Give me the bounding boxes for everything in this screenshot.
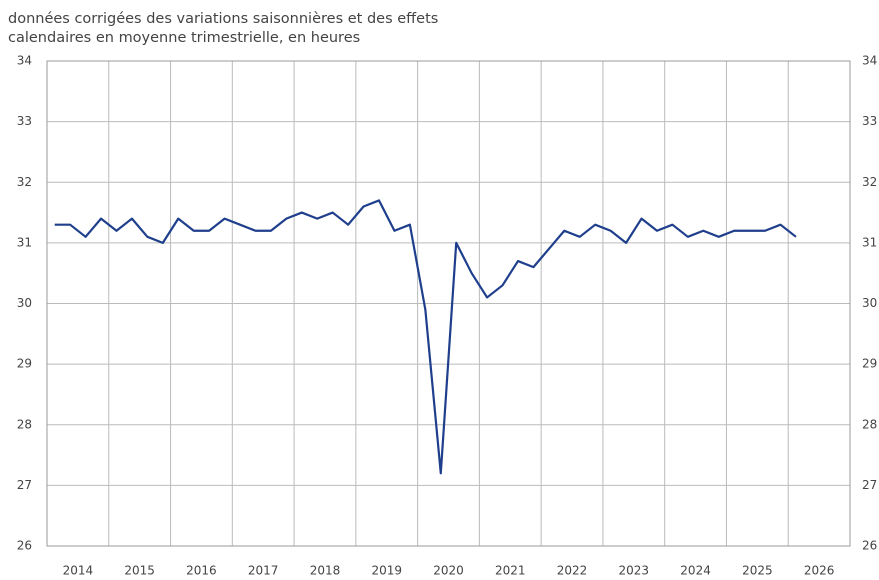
x-tick-label: 2026	[804, 564, 835, 578]
y-tick-label: 34	[17, 54, 32, 68]
subtitle: données corrigées des variations saisonn…	[8, 11, 438, 27]
data-line	[54, 199, 797, 475]
x-tick-label: 2014	[63, 564, 94, 578]
y-tick-label: 32	[17, 175, 32, 189]
y-tick-label: 26	[17, 539, 32, 553]
y-tick-label: 27	[17, 478, 32, 492]
x-tick-label: 2024	[680, 564, 711, 578]
y-tick-label: 28	[17, 417, 32, 431]
y-tick-label: 29	[17, 357, 32, 371]
x-tick-label: 2018	[310, 564, 341, 578]
x-tick-label: 2019	[371, 564, 402, 578]
y-tick-label: 31	[17, 235, 32, 249]
y-tick-label: 33	[17, 114, 32, 128]
y2-tick-label: 32	[862, 175, 877, 189]
x-tick-label: 2020	[433, 564, 464, 578]
x-tick-label: 2016	[186, 564, 217, 578]
x-tick-label: 2021	[495, 564, 526, 578]
y2-tick-label: 30	[862, 296, 877, 310]
x-tick-label: 2015	[124, 564, 155, 578]
y2-tick-label: 31	[862, 235, 877, 249]
x-tick-label: 2025	[742, 564, 773, 578]
subtitle: calendaires en moyenne trimestrielle, en…	[8, 30, 360, 46]
y2-tick-label: 28	[862, 417, 877, 431]
y2-tick-label: 34	[862, 54, 877, 68]
x-tick-label: 2022	[557, 564, 588, 578]
y2-tick-label: 26	[862, 539, 877, 553]
x-tick-label: 2023	[619, 564, 650, 578]
x-tick-label: 2017	[248, 564, 279, 578]
y2-tick-label: 29	[862, 357, 877, 371]
plot-border	[46, 60, 851, 547]
y2-tick-label: 27	[862, 478, 877, 492]
y-tick-label: 30	[17, 296, 32, 310]
y2-tick-label: 33	[862, 114, 877, 128]
